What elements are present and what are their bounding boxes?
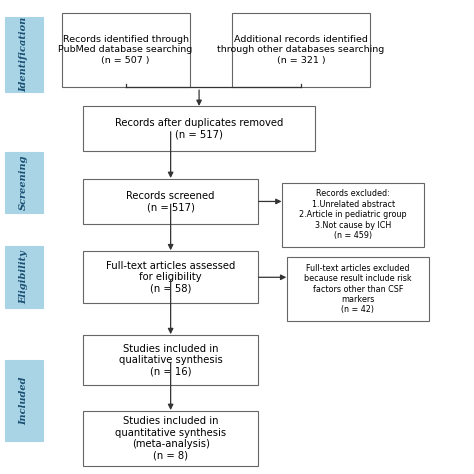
FancyBboxPatch shape [5, 17, 43, 92]
Text: Additional records identified
through other databases searching
(n = 321 ): Additional records identified through ot… [218, 35, 384, 64]
Text: Full-text articles excluded
because result include risk
factors other than CSF
m: Full-text articles excluded because resu… [304, 264, 412, 314]
Text: Records identified through
PubMed database searching
(n = 507 ): Records identified through PubMed databa… [58, 35, 193, 64]
FancyBboxPatch shape [282, 182, 424, 246]
Text: Identification: Identification [19, 17, 28, 92]
FancyBboxPatch shape [83, 251, 258, 303]
FancyBboxPatch shape [83, 336, 258, 385]
Text: Records after duplicates removed
(n = 517): Records after duplicates removed (n = 51… [115, 118, 283, 140]
Text: Screening: Screening [19, 155, 28, 210]
Text: Full-text articles assessed
for eligibility
(n = 58): Full-text articles assessed for eligibil… [106, 261, 235, 294]
Text: Studies included in
qualitative synthesis
(n = 16): Studies included in qualitative synthesi… [119, 344, 222, 377]
FancyBboxPatch shape [62, 13, 190, 87]
Text: Records excluded:
1.Unrelated abstract
2.Article in pediatric group
3.Not cause : Records excluded: 1.Unrelated abstract 2… [299, 190, 407, 240]
FancyBboxPatch shape [5, 360, 43, 441]
FancyBboxPatch shape [287, 257, 429, 321]
FancyBboxPatch shape [83, 179, 258, 224]
Text: Records screened
(n = 517): Records screened (n = 517) [127, 191, 215, 212]
FancyBboxPatch shape [83, 107, 315, 152]
Text: Studies included in
quantitative synthesis
(meta-analysis)
(n = 8): Studies included in quantitative synthes… [115, 416, 226, 461]
FancyBboxPatch shape [83, 411, 258, 465]
FancyBboxPatch shape [232, 13, 370, 87]
Text: Eligibility: Eligibility [19, 250, 28, 304]
Text: Included: Included [19, 376, 28, 425]
FancyBboxPatch shape [5, 246, 43, 308]
FancyBboxPatch shape [5, 152, 43, 213]
